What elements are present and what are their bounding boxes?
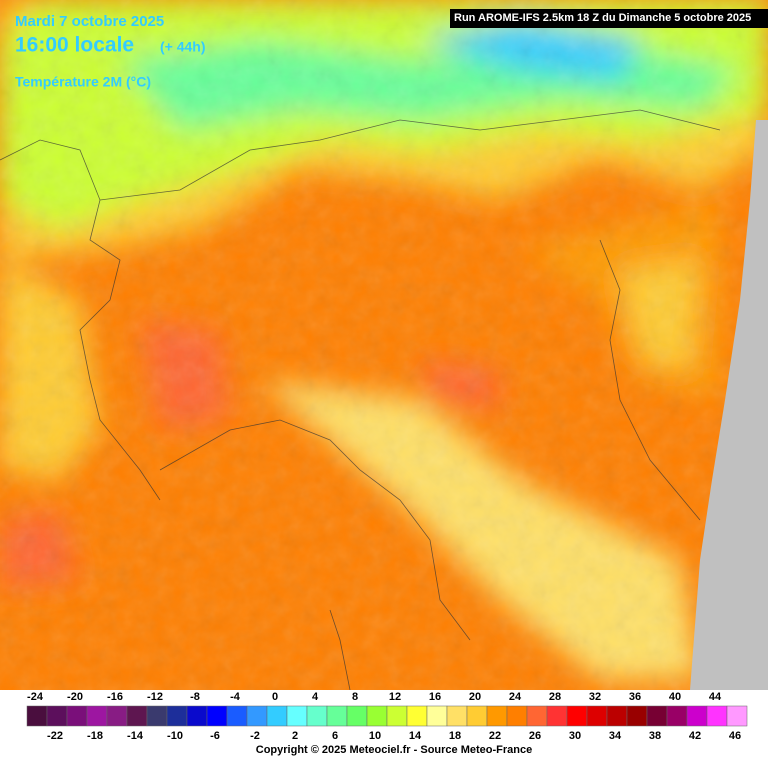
legend-label: 18 xyxy=(449,730,461,742)
legend-label: 4 xyxy=(312,691,319,703)
legend-swatch xyxy=(286,705,308,727)
legend-swatch xyxy=(266,705,288,727)
legend-label: 24 xyxy=(509,691,522,703)
legend-swatch xyxy=(626,705,648,727)
legend-label: 16 xyxy=(429,691,441,703)
legend-label: 14 xyxy=(409,730,422,742)
legend-label: -20 xyxy=(67,691,83,703)
legend-label: -12 xyxy=(147,691,163,703)
legend-swatch xyxy=(146,705,168,727)
legend-swatch xyxy=(406,705,428,727)
legend-label: -4 xyxy=(230,691,241,703)
legend-swatch xyxy=(726,705,748,727)
legend-label: -2 xyxy=(250,730,260,742)
legend-label: 40 xyxy=(669,691,681,703)
legend-label: 38 xyxy=(649,730,661,742)
legend-swatch xyxy=(506,705,528,727)
legend-label: 28 xyxy=(549,691,561,703)
legend-swatch xyxy=(466,705,488,727)
legend-swatch xyxy=(486,705,508,727)
date: Mardi 7 octobre 2025 xyxy=(15,13,164,30)
legend-swatch xyxy=(546,705,568,727)
run-box xyxy=(450,9,768,28)
legend-swatch xyxy=(126,705,148,727)
legend-label: 6 xyxy=(332,730,338,742)
legend-label: -6 xyxy=(210,730,220,742)
time: 16:00 locale xyxy=(15,34,134,57)
legend-label: -14 xyxy=(127,730,144,742)
legend-label: 30 xyxy=(569,730,581,742)
legend-label: 34 xyxy=(609,730,622,742)
legend-swatch xyxy=(686,705,708,727)
legend-swatch xyxy=(646,705,668,727)
legend-swatch xyxy=(46,705,68,727)
copyright: Copyright © 2025 Meteociel.fr - Source M… xyxy=(256,744,532,756)
legend-background xyxy=(0,690,768,768)
legend-swatch xyxy=(666,705,688,727)
legend-swatch xyxy=(366,705,388,727)
legend-label: 8 xyxy=(352,691,358,703)
legend-swatch xyxy=(226,705,248,727)
variable: Température 2M (°C) xyxy=(15,74,151,90)
legend-swatch xyxy=(606,705,628,727)
legend-label: 36 xyxy=(629,691,641,703)
legend-swatch xyxy=(86,705,108,727)
legend-swatch xyxy=(566,705,588,727)
legend-swatch xyxy=(346,705,368,727)
legend-label: 46 xyxy=(729,730,741,742)
legend-label: 42 xyxy=(689,730,701,742)
legend-swatch xyxy=(206,705,228,727)
legend-label: 10 xyxy=(369,730,381,742)
legend-swatch xyxy=(166,705,188,727)
legend-label: -10 xyxy=(167,730,183,742)
legend-label: -24 xyxy=(27,691,44,703)
legend-swatch xyxy=(446,705,468,727)
legend-swatch xyxy=(66,705,88,727)
legend-label: -16 xyxy=(107,691,123,703)
lead-time: (+ 44h) xyxy=(160,39,206,55)
legend-swatch xyxy=(526,705,548,727)
legend-label: 12 xyxy=(389,691,401,703)
legend-label: -8 xyxy=(190,691,200,703)
legend-label: 22 xyxy=(489,730,501,742)
legend-swatch xyxy=(706,705,728,727)
legend-swatch xyxy=(306,705,328,727)
legend-swatch xyxy=(586,705,608,727)
legend-label: 32 xyxy=(589,691,601,703)
legend-swatch xyxy=(26,705,48,727)
legend-label: -22 xyxy=(47,730,63,742)
legend-swatch xyxy=(386,705,408,727)
legend-label: 2 xyxy=(292,730,298,742)
legend-swatch xyxy=(186,705,208,727)
run-info: Run AROME-IFS 2.5km 18 Z du Dimanche 5 o… xyxy=(454,12,751,24)
legend-swatch xyxy=(426,705,448,727)
legend-label: -18 xyxy=(87,730,103,742)
legend-swatch xyxy=(106,705,128,727)
legend-label: 44 xyxy=(709,691,722,703)
legend-swatch xyxy=(326,705,348,727)
legend-label: 0 xyxy=(272,691,278,703)
legend-label: 20 xyxy=(469,691,481,703)
legend-label: 26 xyxy=(529,730,541,742)
legend-swatch xyxy=(246,705,268,727)
